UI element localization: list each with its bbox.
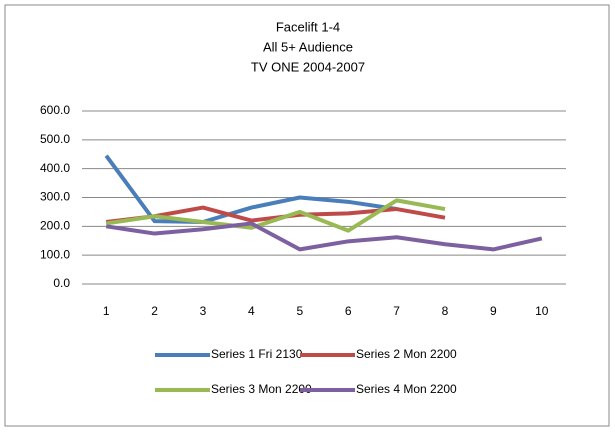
legend-label: Series 4 Mon 2200 xyxy=(356,382,457,396)
series-line xyxy=(105,198,446,233)
legend-label: Series 3 Mon 2200 xyxy=(211,382,312,396)
x-tick-label: 6 xyxy=(345,304,352,318)
y-tick-label: 300.0 xyxy=(40,190,70,204)
y-tick-label: 400.0 xyxy=(40,161,70,175)
x-tick-label: 4 xyxy=(248,304,255,318)
legend-label: Series 1 Fri 2130 xyxy=(211,347,303,361)
x-tick-label: 8 xyxy=(442,304,449,318)
legend-label: Series 2 Mon 2200 xyxy=(356,347,457,361)
chart-title: Facelift 1-4 xyxy=(276,19,340,34)
series-line xyxy=(104,154,397,225)
series-line xyxy=(105,221,543,252)
y-tick-label: 200.0 xyxy=(40,219,70,233)
chart-title: TV ONE 2004-2007 xyxy=(251,59,365,74)
x-tick-label: 10 xyxy=(535,304,549,318)
x-tick-label: 2 xyxy=(151,304,158,318)
x-tick-label: 1 xyxy=(103,304,110,318)
x-tick-label: 3 xyxy=(200,304,207,318)
y-tick-label: 500.0 xyxy=(40,132,70,146)
x-tick-label: 5 xyxy=(296,304,303,318)
y-tick-label: 0.0 xyxy=(53,276,70,290)
x-tick-label: 9 xyxy=(490,304,497,318)
y-tick-label: 100.0 xyxy=(40,247,70,261)
series-line xyxy=(105,205,446,224)
chart-title: All 5+ Audience xyxy=(263,39,353,54)
y-tick-label: 600.0 xyxy=(40,103,70,117)
x-tick-label: 7 xyxy=(393,304,400,318)
